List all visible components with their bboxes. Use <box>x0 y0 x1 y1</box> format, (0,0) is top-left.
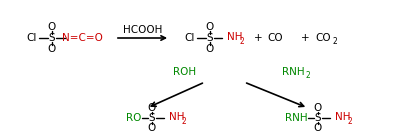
Text: N=C=O: N=C=O <box>62 33 102 43</box>
Text: 2: 2 <box>348 116 353 125</box>
Text: O: O <box>48 22 56 32</box>
Text: RO: RO <box>126 113 142 123</box>
Text: 2: 2 <box>240 36 245 46</box>
Text: NH: NH <box>335 112 351 122</box>
Text: S: S <box>149 113 155 123</box>
Text: CO: CO <box>267 33 283 43</box>
Text: Cl: Cl <box>185 33 195 43</box>
Text: RNH: RNH <box>285 113 307 123</box>
Text: ROH: ROH <box>173 67 197 77</box>
Text: NH: NH <box>227 32 243 42</box>
Text: +: + <box>254 33 262 43</box>
Text: O: O <box>148 123 156 133</box>
Text: O: O <box>206 22 214 32</box>
Text: O: O <box>148 103 156 113</box>
Text: CO: CO <box>315 33 331 43</box>
Text: Cl: Cl <box>27 33 37 43</box>
Text: HCOOH: HCOOH <box>123 25 162 35</box>
Text: S: S <box>315 113 321 123</box>
Text: O: O <box>48 44 56 54</box>
Text: O: O <box>314 103 322 113</box>
Text: 2: 2 <box>333 36 337 46</box>
Text: 2: 2 <box>305 71 310 79</box>
Text: O: O <box>206 44 214 54</box>
Text: 2: 2 <box>182 116 187 125</box>
Text: O: O <box>314 123 322 133</box>
Text: +: + <box>301 33 309 43</box>
Text: NH: NH <box>169 112 184 122</box>
Text: RNH: RNH <box>282 67 305 77</box>
Text: S: S <box>207 33 213 43</box>
Text: S: S <box>49 33 55 43</box>
